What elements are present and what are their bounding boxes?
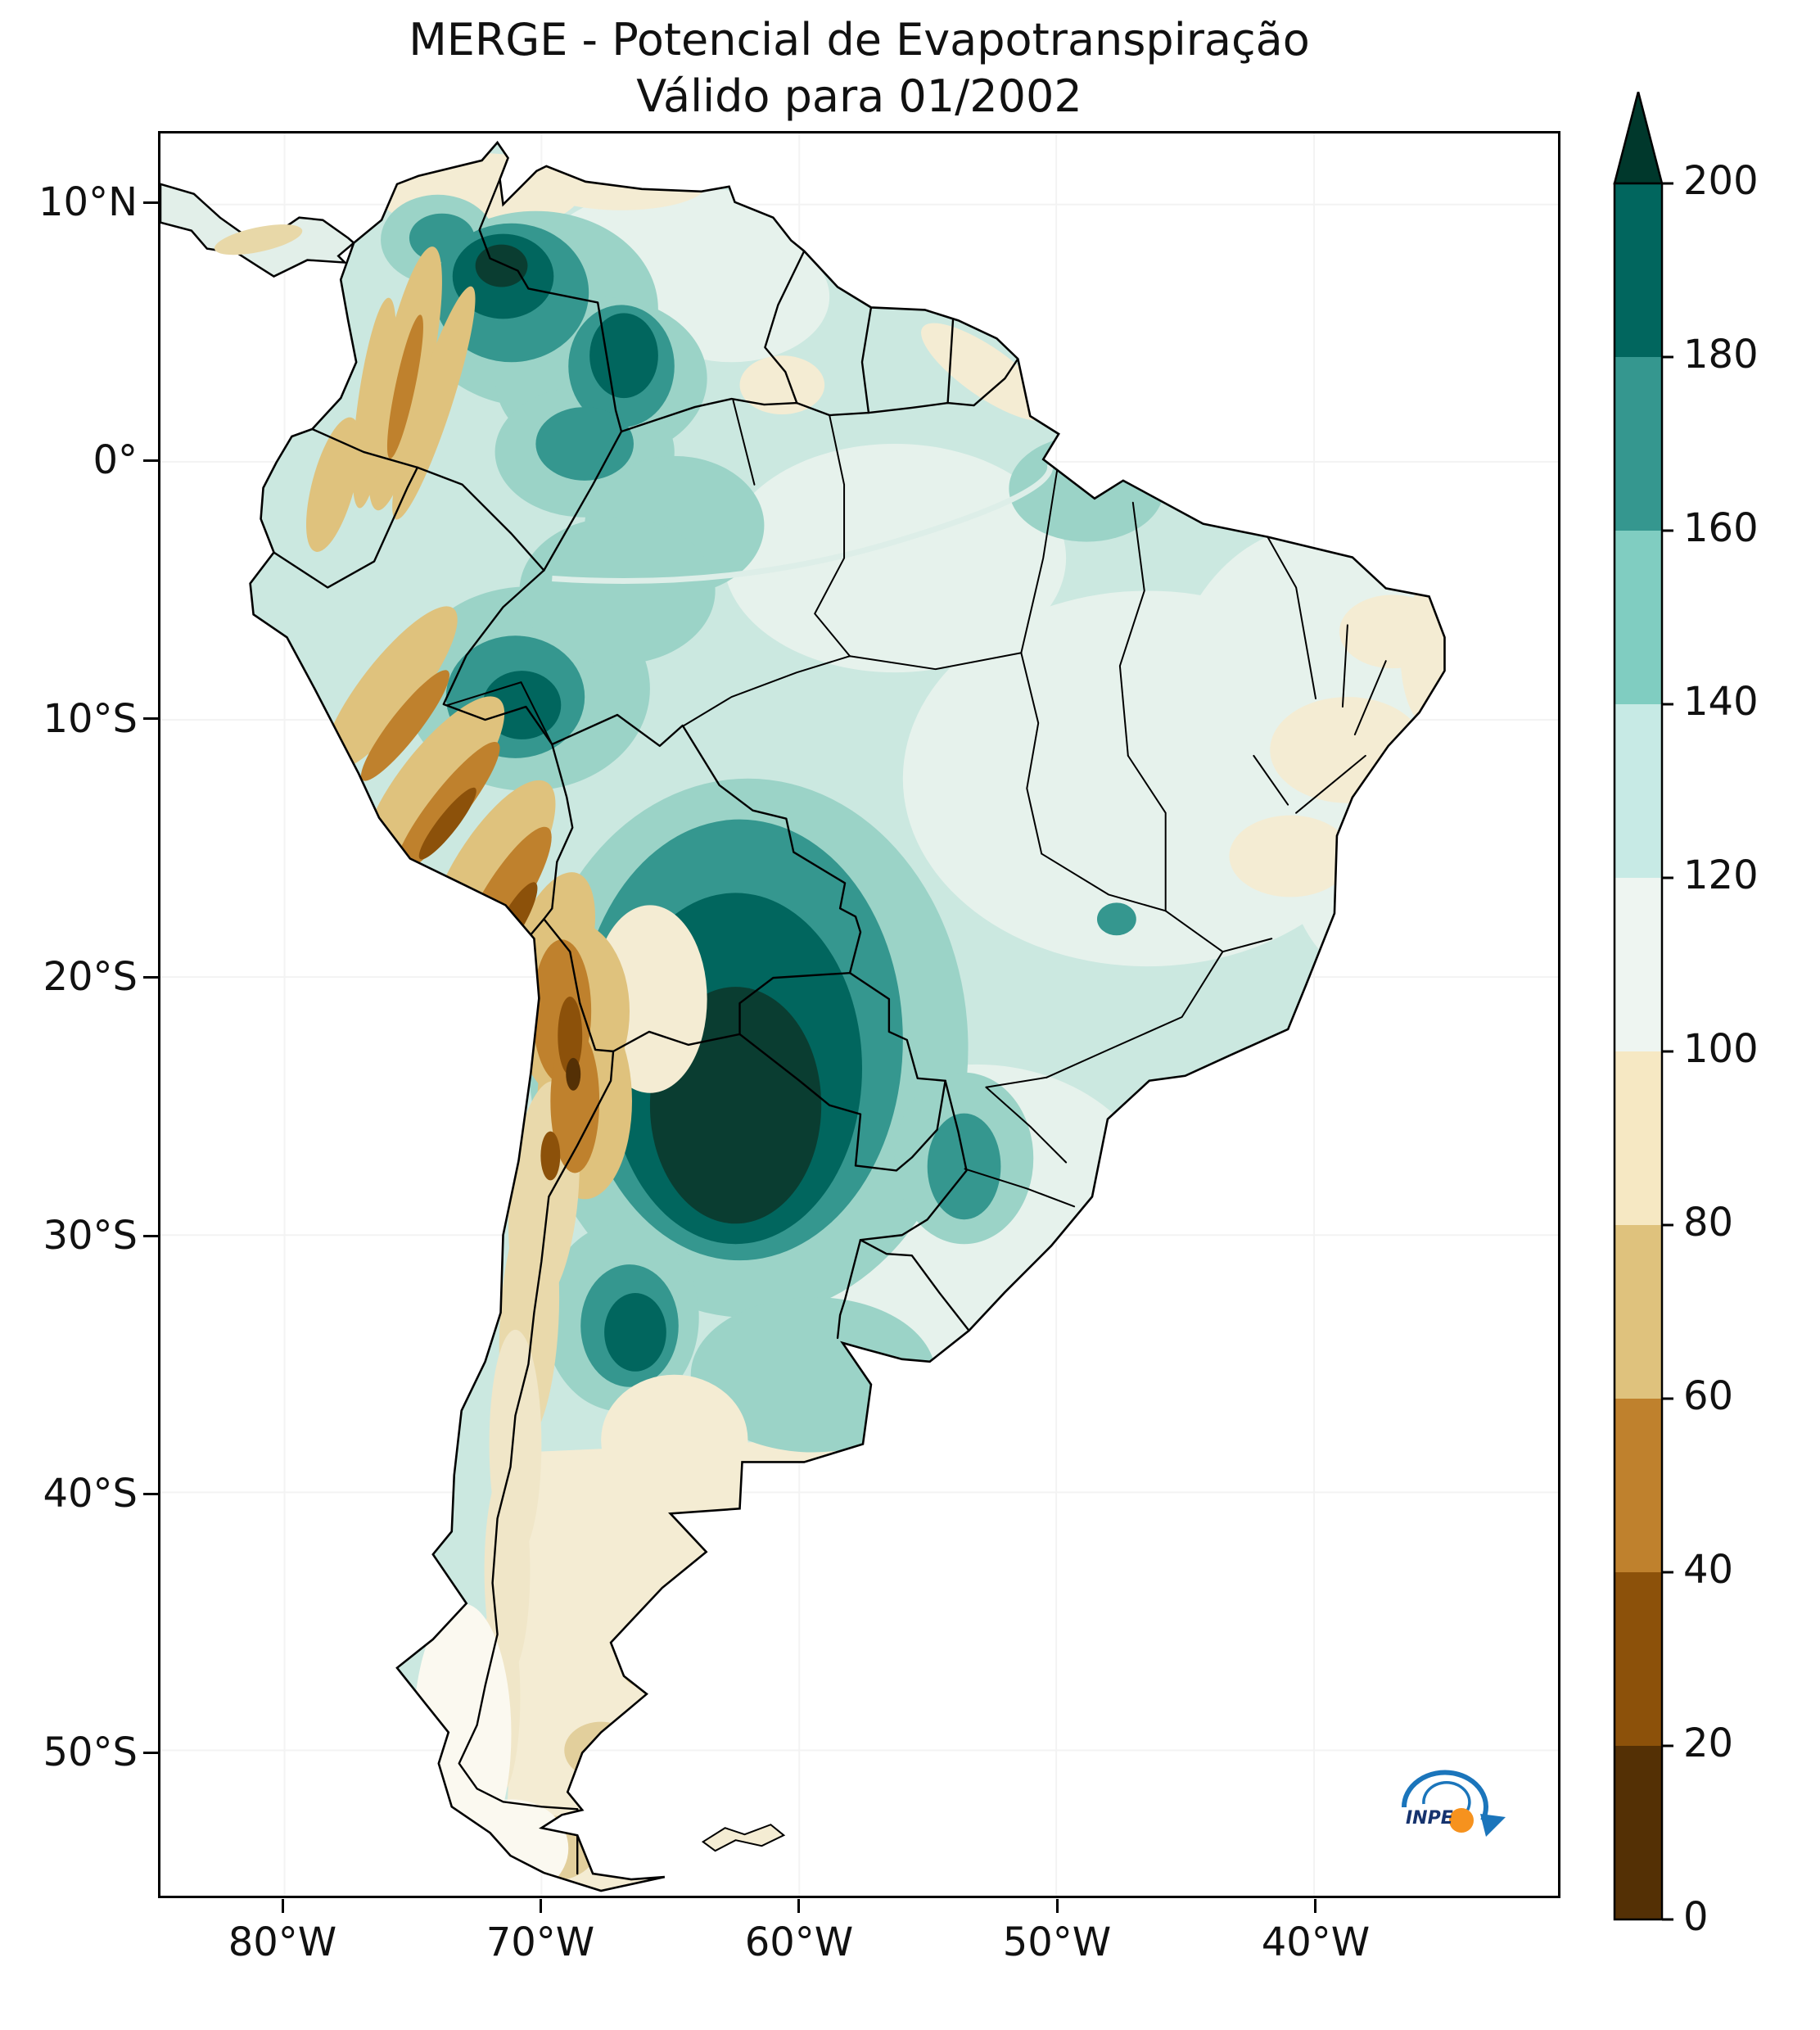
- colorbar-segment: [1615, 183, 1662, 357]
- x-tick-mark: [1056, 1899, 1059, 1913]
- colorbar-tick-label: 20: [1683, 1720, 1733, 1766]
- y-tick-label: 0°: [93, 437, 138, 483]
- x-tick-mark: [540, 1899, 542, 1913]
- y-tick-mark: [143, 976, 158, 979]
- colorbar-tick-label: 40: [1683, 1547, 1733, 1593]
- state-borders: [446, 400, 1387, 1208]
- inpe-logo: INPE: [1370, 1729, 1513, 1859]
- colorbar-tick-label: 200: [1683, 158, 1759, 204]
- colorbar-segment: [1615, 704, 1662, 878]
- country-borders: [273, 178, 1019, 1875]
- central-america-landmass: [160, 183, 356, 278]
- y-tick-label: 10°S: [43, 696, 138, 742]
- colorbar-segment: [1615, 1572, 1662, 1746]
- inpe-logo-svg: INPE: [1401, 1770, 1506, 1837]
- figure-title-line2: Válido para 01/2002: [636, 70, 1082, 123]
- x-tick-mark: [282, 1899, 284, 1913]
- inpe-arrow-icon: [1480, 1814, 1506, 1837]
- colorbar-segment: [1615, 1051, 1662, 1225]
- colorbar-tick-label: 0: [1683, 1894, 1709, 1940]
- colorbar-tick-label: 80: [1683, 1200, 1733, 1246]
- amazon-river-trace: [552, 463, 1054, 584]
- y-tick-mark: [143, 1493, 158, 1495]
- colorbar-tick-label: 140: [1683, 679, 1759, 725]
- colorbar-tick-label: 180: [1683, 332, 1759, 378]
- inpe-orange-dot-icon: [1449, 1808, 1474, 1833]
- x-tick-label: 50°W: [1002, 1919, 1112, 1965]
- colorbar-tick-label: 120: [1683, 852, 1759, 898]
- colorbar-segment: [1615, 1225, 1662, 1399]
- falkland-islands: [701, 1824, 786, 1852]
- x-tick-mark: [797, 1899, 800, 1913]
- figure-title-line1: MERGE - Potencial de Evapotranspiração: [409, 14, 1310, 66]
- y-tick-mark: [143, 459, 158, 462]
- y-tick-label: 30°S: [43, 1213, 138, 1259]
- inpe-swirl-icon: [1401, 1770, 1488, 1822]
- colorbar-tick-marks: [1662, 182, 1673, 1921]
- colorbar-segment: [1615, 531, 1662, 704]
- x-tick-label: 80°W: [228, 1919, 337, 1965]
- x-tick-label: 70°W: [485, 1919, 595, 1965]
- colorbar-tick-label: 160: [1683, 505, 1759, 551]
- x-tick-label: 60°W: [744, 1919, 854, 1965]
- y-tick-label: 40°S: [43, 1471, 138, 1517]
- y-tick-mark: [143, 1752, 158, 1754]
- map-svg: [160, 133, 1558, 1896]
- colorbar-tick-labels: 200 180 160 140 120 100 80 60 40 20 0: [1683, 158, 1759, 1940]
- colorbar-segment: [1615, 878, 1662, 1051]
- colorbar-svg: 200 180 160 140 120 100 80 60 40 20 0: [1613, 88, 1759, 1940]
- x-tick-mark: [1314, 1899, 1316, 1913]
- colorbar-tick-label: 100: [1683, 1026, 1759, 1072]
- colorbar-tick-label: 60: [1683, 1373, 1733, 1419]
- y-tick-mark: [143, 717, 158, 720]
- y-tick-label: 50°S: [43, 1729, 138, 1775]
- figure-title: MERGE - Potencial de Evapotranspiração V…: [158, 11, 1560, 124]
- map-frame: INPE: [158, 131, 1560, 1898]
- x-tick-label: 40°W: [1261, 1919, 1371, 1965]
- y-tick-mark: [143, 201, 158, 204]
- colorbar: 200 180 160 140 120 100 80 60 40 20 0: [1606, 88, 1811, 2019]
- y-tick-label: 10°N: [38, 179, 138, 225]
- inpe-inner-swirl-icon: [1422, 1781, 1471, 1813]
- evapotranspiration-field: [250, 142, 1445, 1892]
- field-andes-browns: [305, 246, 632, 1796]
- inpe-logo-text: INPE: [1406, 1808, 1453, 1829]
- y-tick-mark: [143, 1235, 158, 1237]
- colorbar-segment: [1615, 1399, 1662, 1572]
- y-tick-label: 20°S: [43, 954, 138, 1000]
- colorbar-over-arrow: [1613, 88, 1664, 185]
- colorbar-segment: [1615, 1746, 1662, 1919]
- colorbar-segment: [1615, 357, 1662, 531]
